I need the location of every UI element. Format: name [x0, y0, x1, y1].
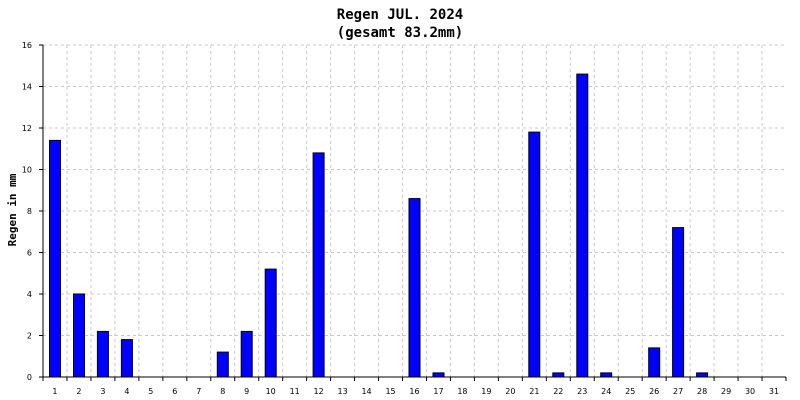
x-tick-label: 4: [124, 387, 129, 396]
bar-day-27: [672, 227, 685, 378]
x-tick-label: 23: [577, 387, 587, 396]
y-tick-label: 6: [27, 249, 32, 258]
x-tick-label: 11: [290, 387, 300, 396]
x-tick-label: 30: [745, 387, 755, 396]
x-tick-label: 20: [505, 387, 515, 396]
bar-day-4: [120, 339, 133, 378]
y-tick-label: 4: [27, 290, 32, 299]
bar-day-17: [432, 372, 445, 378]
x-tick-label: 27: [673, 387, 683, 396]
y-tick-label: 16: [22, 41, 32, 50]
x-tick-label: 29: [721, 387, 731, 396]
x-tick-label: 18: [457, 387, 467, 396]
x-tick-label: 5: [148, 387, 153, 396]
x-tick-label: 3: [100, 387, 105, 396]
chart-title: Regen JUL. 2024: [337, 7, 463, 23]
x-tick-label: 19: [481, 387, 491, 396]
bar-day-16: [408, 198, 421, 378]
x-tick-label: 22: [553, 387, 563, 396]
x-tick-label: 10: [266, 387, 276, 396]
bar-day-22: [552, 372, 565, 378]
y-tick-label: 2: [27, 332, 32, 341]
y-tick-labels: 0 2 4 6 8 10 12 14 16: [22, 41, 32, 382]
x-tick-label: 14: [361, 387, 371, 396]
y-tick-label: 12: [22, 124, 32, 133]
bars: [49, 73, 709, 378]
y-axis-label: Regen in mm: [6, 173, 19, 246]
chart-subtitle: (gesamt 83.2mm): [337, 25, 463, 41]
x-tick-label: 7: [196, 387, 201, 396]
bar-day-26: [648, 347, 661, 378]
gridlines: [43, 44, 786, 377]
y-tick-label: 8: [27, 207, 32, 216]
bar-day-9: [240, 330, 253, 378]
x-tick-label: 12: [314, 387, 324, 396]
bar-day-10: [264, 268, 277, 378]
x-tick-label: 6: [172, 387, 177, 396]
bar-day-21: [528, 131, 541, 378]
x-tick-label: 13: [338, 387, 348, 396]
x-tick-label: 24: [601, 387, 611, 396]
x-tick-label: 26: [649, 387, 659, 396]
bar-day-23: [576, 73, 589, 378]
bar-day-1: [49, 139, 61, 378]
bar-day-3: [96, 330, 109, 378]
x-tick-label: 16: [409, 387, 419, 396]
bar-day-8: [216, 351, 229, 378]
bar-day-24: [600, 372, 613, 378]
x-tick-label: 28: [697, 387, 707, 396]
y-tick-label: 10: [22, 166, 32, 175]
bar-day-2: [73, 293, 85, 378]
x-tick-label: 2: [76, 387, 81, 396]
x-tick-label: 31: [769, 387, 779, 396]
y-tick-label: 0: [27, 373, 32, 382]
x-tick-label: 9: [244, 387, 249, 396]
axes: [39, 44, 787, 381]
x-tick-label: 8: [220, 387, 225, 396]
bar-day-28: [696, 372, 709, 378]
x-tick-labels: 1 2 3 4 5 6 7 8 9 10 11 12 13 14 15 16 17 18 19 20 21 22 23 24 2…: [52, 387, 779, 396]
x-tick-label: 1: [52, 387, 57, 396]
x-tick-label: 21: [529, 387, 539, 396]
x-tick-label: 25: [625, 387, 635, 396]
y-tick-label: 14: [22, 83, 32, 92]
x-tick-label: 15: [385, 387, 395, 396]
x-tick-label: 17: [433, 387, 443, 396]
bar-day-12: [312, 152, 325, 378]
